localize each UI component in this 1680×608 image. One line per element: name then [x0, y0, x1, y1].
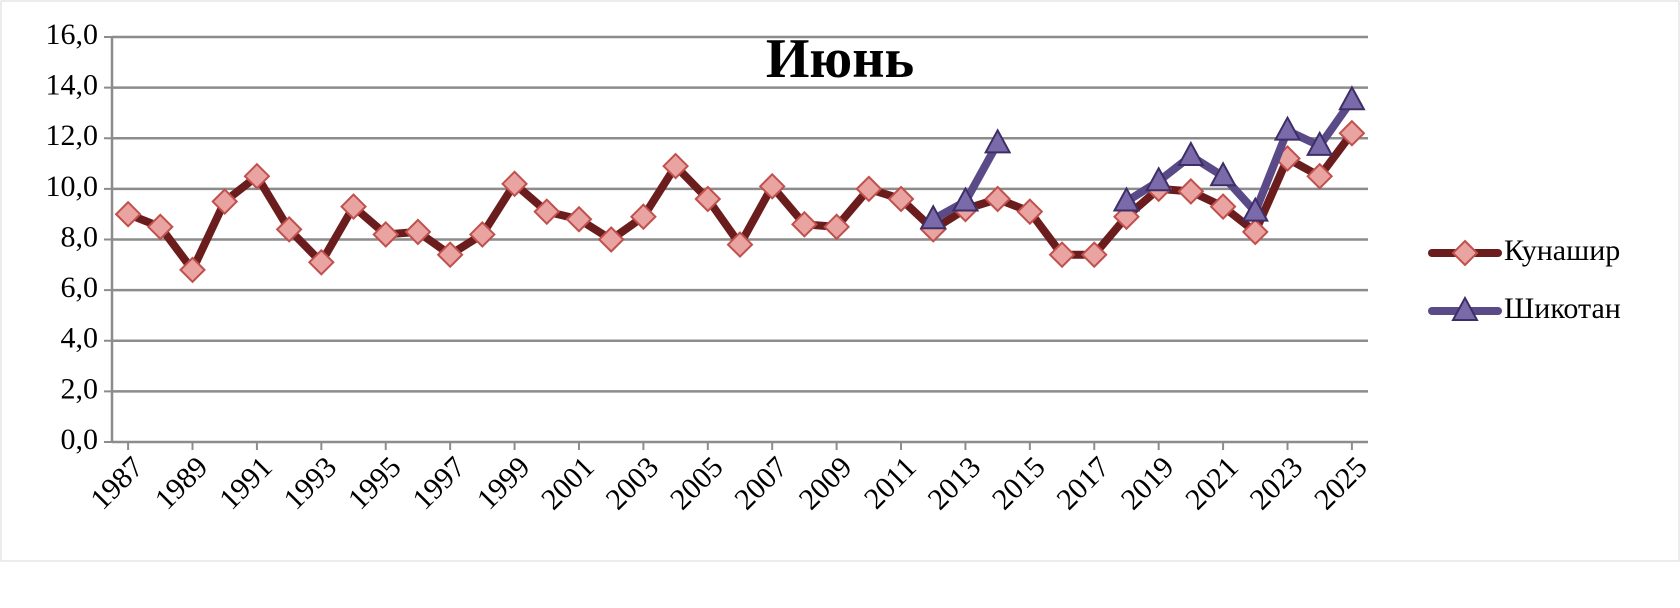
- data-point: [211, 188, 239, 215]
- data-point: [1241, 196, 1269, 222]
- data-point: [1338, 85, 1366, 111]
- data-point: [1177, 177, 1205, 205]
- data-point: [1080, 241, 1108, 269]
- legend-marker: [1451, 239, 1479, 267]
- y-tick-label: 0,0: [61, 423, 99, 456]
- data-point: [243, 162, 271, 190]
- data-point: [1306, 130, 1334, 156]
- y-tick-label: 4,0: [61, 322, 99, 355]
- data-point: [1306, 162, 1334, 190]
- data-point: [1048, 241, 1076, 269]
- y-tick-label: 6,0: [61, 271, 99, 304]
- data-point: [887, 185, 915, 213]
- legend-label: Кунашир: [1504, 234, 1620, 267]
- data-point: [275, 215, 303, 243]
- chart-border: [0, 0, 1680, 562]
- data-point: [984, 185, 1012, 213]
- data-point: [1112, 186, 1141, 212]
- legend-label: Шикотан: [1504, 292, 1621, 325]
- y-tick-label: 16,0: [46, 18, 99, 51]
- data-point: [468, 221, 496, 248]
- data-point: [758, 172, 786, 200]
- data-point: [436, 241, 464, 269]
- data-point: [146, 213, 174, 241]
- data-point: [340, 193, 367, 221]
- data-point: [919, 204, 947, 230]
- data-point: [823, 213, 851, 241]
- data-point: [1209, 161, 1237, 187]
- y-tick-label: 10,0: [46, 170, 99, 203]
- data-point: [629, 203, 657, 231]
- data-point: [1144, 166, 1173, 192]
- data-point: [951, 186, 980, 212]
- data-point: [114, 200, 142, 228]
- data-point: [790, 210, 818, 238]
- data-point: [597, 226, 625, 253]
- data-point: [983, 128, 1012, 154]
- data-point: [1273, 115, 1302, 141]
- data-point: [1241, 218, 1269, 246]
- y-tick-label: 2,0: [61, 372, 99, 405]
- data-point: [565, 205, 593, 233]
- data-point: [179, 256, 206, 284]
- data-point: [855, 175, 883, 203]
- data-point: [501, 170, 528, 198]
- data-point: [372, 221, 400, 248]
- data-point: [726, 231, 754, 258]
- data-point: [694, 185, 722, 213]
- data-point: [404, 218, 432, 246]
- data-point: [1209, 193, 1237, 221]
- data-point: [1016, 198, 1044, 226]
- data-point: [1338, 119, 1366, 147]
- y-tick-label: 14,0: [46, 69, 99, 102]
- data-point: [533, 198, 561, 226]
- data-point: [307, 248, 335, 276]
- legend-marker: [1451, 295, 1479, 321]
- y-tick-label: 8,0: [61, 220, 99, 253]
- y-tick-label: 12,0: [46, 119, 99, 152]
- data-point: [1177, 140, 1205, 166]
- data-point: [662, 152, 690, 180]
